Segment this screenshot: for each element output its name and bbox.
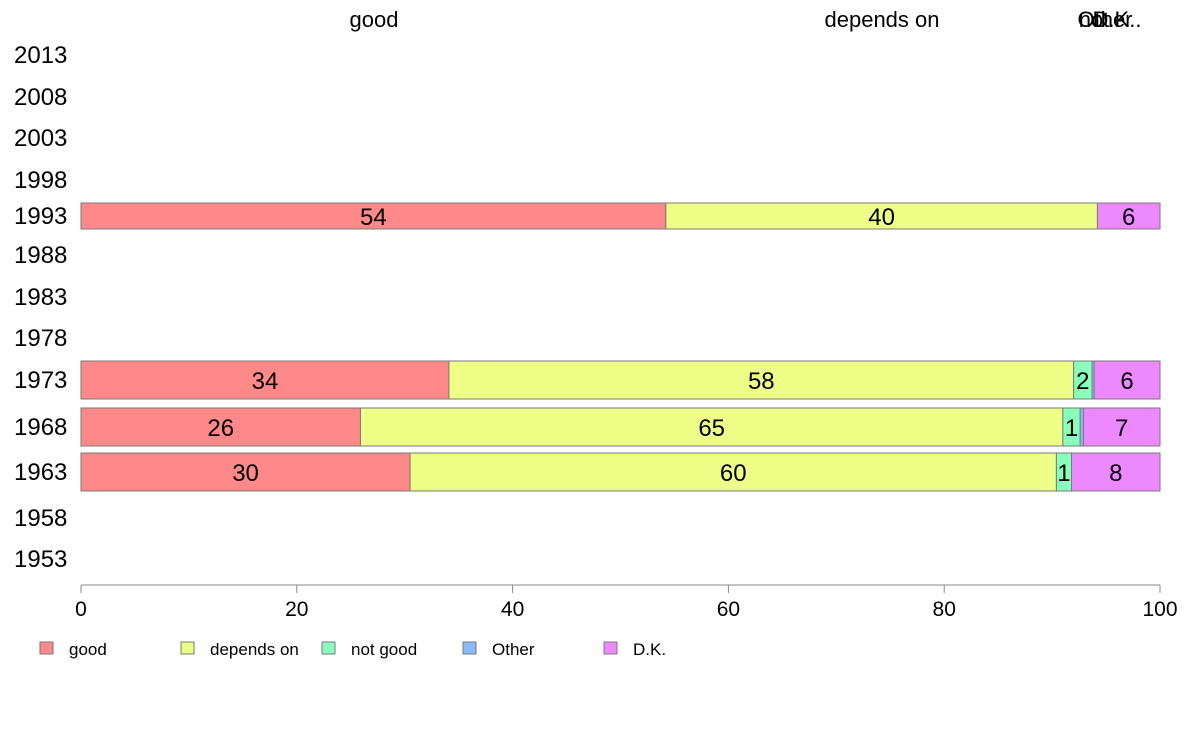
year-label: 2013 bbox=[14, 42, 67, 69]
legend-swatch bbox=[603, 641, 618, 655]
data-label: 65 bbox=[698, 415, 725, 442]
year-label: 1993 bbox=[14, 203, 67, 230]
legend-swatch bbox=[321, 641, 336, 655]
year-tick-labels: 2013 2008 2003 1998 1993 1988 1983 1978 1973 1968… bbox=[14, 42, 67, 573]
legend-swatch bbox=[462, 641, 477, 655]
bar-segment bbox=[1093, 360, 1161, 400]
top-label: not bbox=[1079, 7, 1110, 32]
bar-segment bbox=[1071, 452, 1161, 492]
x-axis: 0 20 40 60 80 100 bbox=[75, 584, 1178, 621]
x-tick-label: 60 bbox=[717, 598, 740, 621]
x-tick-label: 20 bbox=[285, 598, 308, 621]
data-label: 6 bbox=[1120, 368, 1133, 395]
data-label: 6 bbox=[1122, 204, 1135, 231]
legend-label: D.K. bbox=[633, 640, 666, 659]
data-label: 54 bbox=[360, 204, 387, 231]
data-label: 26 bbox=[207, 415, 234, 442]
bar-data-labels: 54 40 634 58 2 626 65 1 730 60 1 8 bbox=[207, 204, 1135, 487]
data-label: 1 bbox=[1065, 415, 1078, 442]
legend-label: not good bbox=[351, 640, 417, 659]
bar-segment bbox=[359, 407, 1064, 447]
year-label: 1963 bbox=[14, 459, 67, 486]
year-label: 2003 bbox=[14, 125, 67, 152]
year-label: 1968 bbox=[14, 414, 67, 441]
data-label: 40 bbox=[868, 204, 895, 231]
year-label: 1988 bbox=[14, 242, 67, 269]
year-label: 1978 bbox=[14, 325, 67, 352]
data-label: 8 bbox=[1109, 460, 1122, 487]
legend: good depends on not good Other D.K. bbox=[39, 640, 666, 659]
legend-label: good bbox=[69, 640, 107, 659]
year-label: 1973 bbox=[14, 367, 67, 394]
year-label: 1958 bbox=[14, 505, 67, 532]
data-label: 7 bbox=[1115, 415, 1128, 442]
data-label: 34 bbox=[252, 368, 279, 395]
bar-segment bbox=[80, 202, 667, 230]
data-label: 60 bbox=[720, 460, 747, 487]
data-label: 2 bbox=[1076, 368, 1089, 395]
legend-label: depends on bbox=[210, 640, 299, 659]
bar-segment bbox=[80, 452, 411, 492]
top-label: good bbox=[350, 7, 399, 32]
bar-segment bbox=[448, 360, 1075, 400]
top-label: Other bbox=[1077, 7, 1132, 32]
year-label: 2008 bbox=[14, 84, 67, 111]
data-label: 1 bbox=[1057, 460, 1070, 487]
bar-segment bbox=[80, 407, 361, 447]
legend-swatch bbox=[180, 641, 195, 655]
year-label: 1998 bbox=[14, 167, 67, 194]
data-label: 58 bbox=[748, 368, 775, 395]
bar-segment bbox=[1096, 202, 1161, 230]
x-tick-label: 80 bbox=[933, 598, 956, 621]
bar-segments bbox=[80, 202, 1161, 492]
legend-swatch bbox=[39, 641, 54, 655]
data-label: 30 bbox=[232, 460, 259, 487]
x-tick-label: 0 bbox=[75, 598, 87, 621]
bar-segment bbox=[80, 360, 450, 400]
top-label: D.K.. bbox=[1093, 7, 1142, 32]
bar-segment bbox=[409, 452, 1057, 492]
year-label: 1953 bbox=[14, 546, 67, 573]
x-tick-label: 100 bbox=[1142, 598, 1177, 621]
x-tick-label: 40 bbox=[501, 598, 524, 621]
legend-label: Other bbox=[492, 640, 535, 659]
bar-segment bbox=[1082, 407, 1161, 447]
top-label: depends on bbox=[825, 7, 940, 32]
year-label: 1983 bbox=[14, 284, 67, 311]
